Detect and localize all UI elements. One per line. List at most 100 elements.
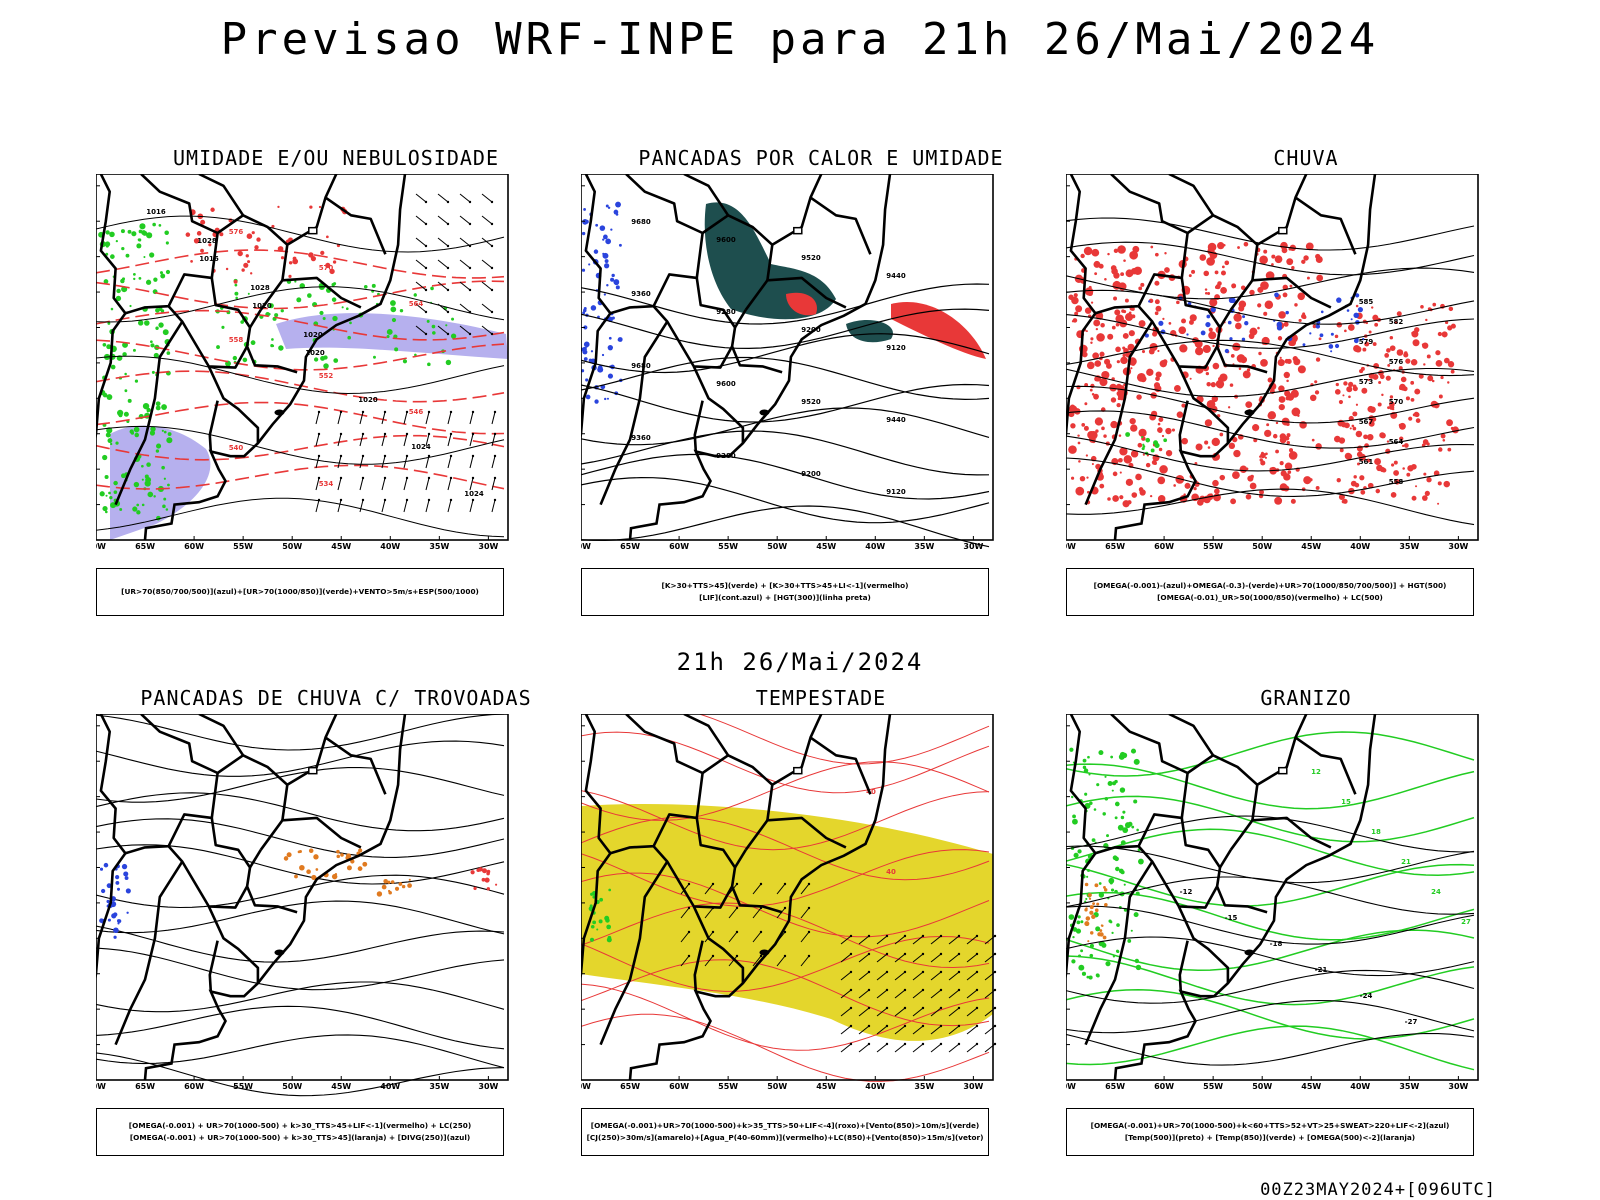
wind-vector — [415, 281, 427, 291]
rain-area-dot — [1091, 248, 1100, 257]
green-humidity-dot — [145, 476, 152, 483]
wind-vector — [894, 989, 906, 999]
temperature-label: -15 — [1225, 914, 1238, 922]
wind-vector — [425, 411, 430, 425]
rain-area-dot — [1390, 492, 1397, 498]
wind-vector-head — [993, 1024, 997, 1028]
panel-title: GRANIZO — [1260, 686, 1352, 710]
rain-area-dot — [1158, 417, 1164, 422]
height-label: 558 — [1389, 478, 1404, 486]
temp850-line — [1066, 955, 1475, 1006]
wind-vector — [459, 281, 471, 291]
green-humidity-dot — [235, 296, 238, 300]
geopotential-line — [581, 476, 990, 524]
wind-vector — [447, 477, 452, 491]
lon-label: 55W — [1203, 1082, 1223, 1091]
rain-area-dot — [1070, 423, 1076, 429]
green-temp-dot — [1084, 900, 1087, 903]
omega-blue-dot — [1210, 306, 1216, 313]
rain-area-dot — [1090, 341, 1093, 344]
rain-area-dot — [1423, 472, 1427, 476]
rain-area-dot — [1217, 381, 1224, 389]
rain-area-dot — [1315, 485, 1320, 490]
green-humidity-dot — [127, 229, 132, 234]
wind-vector-head — [317, 476, 321, 480]
divergence-dot — [116, 887, 121, 891]
omega-orange-dot — [1087, 940, 1090, 943]
rain-area-dot — [1204, 440, 1209, 445]
wind-vector-head — [975, 1024, 979, 1028]
rain-area-dot — [1415, 485, 1418, 488]
omega-blue-dot — [1353, 338, 1359, 344]
state-border — [730, 345, 783, 374]
lon-label: 35W — [914, 542, 934, 551]
humidity-area — [276, 313, 508, 359]
wind-vector — [948, 953, 960, 963]
rain-area-dot — [1356, 462, 1360, 466]
wind-vector-head — [867, 1024, 871, 1028]
state-border — [248, 309, 262, 329]
rain-area-dot — [1121, 309, 1125, 313]
lif-contour-dot — [603, 293, 606, 296]
red-instability-dot — [484, 877, 490, 883]
omega-blue-dot — [1228, 297, 1235, 304]
rain-area-dot — [1394, 321, 1398, 324]
wind-vector-head — [687, 906, 691, 910]
rain-area-dot — [1072, 318, 1078, 323]
rain-area-dot — [1075, 486, 1085, 496]
omega-green-dot — [1153, 440, 1159, 446]
temperature-label: -21 — [1315, 966, 1328, 974]
streamline — [96, 874, 505, 909]
rain-area-dot — [1410, 380, 1415, 385]
rain-area-dot — [1211, 437, 1220, 447]
rain-area-dot — [1206, 257, 1215, 266]
divergence-dot — [117, 922, 120, 925]
red-contour-dot — [243, 262, 249, 268]
federal-district-mark — [1278, 766, 1288, 775]
state-border — [581, 852, 612, 982]
thickness-label: 540 — [229, 444, 244, 452]
green-humidity-dot — [320, 355, 326, 361]
rain-area-dot — [1086, 476, 1089, 479]
green-humidity-dot — [123, 411, 129, 417]
green-humidity-dot — [445, 324, 448, 327]
rain-area-dot — [1363, 434, 1368, 440]
lif-contour-dot — [610, 228, 613, 231]
rain-area-dot — [1301, 259, 1306, 264]
rain-area-dot — [1443, 357, 1450, 364]
height-contour — [1066, 267, 1475, 300]
rain-area-dot — [1279, 483, 1288, 492]
green-humidity-dot — [144, 320, 150, 326]
rain-area-dot — [1101, 370, 1110, 380]
height-label: 585 — [1359, 298, 1374, 306]
wind-vector-head — [427, 454, 431, 458]
rain-area-dot — [1339, 448, 1344, 453]
rain-area-dot — [1379, 432, 1386, 439]
streamline-850 — [581, 983, 990, 1051]
rain-area-dot — [1303, 476, 1312, 485]
wind-vector-head — [490, 222, 494, 226]
green-temp-dot — [1078, 964, 1085, 971]
rain-area-dot — [1179, 344, 1188, 353]
omega-blue-dot — [1144, 333, 1149, 338]
green-humidity-dot — [124, 389, 128, 393]
height-contour — [1066, 314, 1475, 349]
green-humidity-dot — [137, 320, 144, 326]
legend-box: [OMEGA(-0.001)-(azul)+OMEGA(-0.3)-(verde… — [1066, 568, 1474, 616]
rain-area-dot — [1079, 475, 1086, 482]
green-humidity-dot — [130, 431, 135, 435]
rain-area-dot — [1157, 422, 1161, 426]
map-chuva: 58558257957657357056756456155812S15S18S2… — [1066, 174, 1479, 551]
rain-area-dot — [1210, 381, 1216, 388]
green-humidity-dot — [150, 426, 156, 432]
rain-area-dot — [1119, 495, 1124, 500]
rain-area-dot — [1220, 270, 1226, 276]
wind-vector-head — [807, 882, 811, 886]
rain-area-dot — [1375, 488, 1381, 494]
green-humidity-dot — [143, 256, 146, 259]
wind-green-dot — [590, 924, 595, 929]
state-border — [248, 849, 262, 869]
wind-vector-head — [424, 266, 428, 270]
lon-label: 65W — [1105, 1082, 1125, 1091]
omega-blue-dot — [1334, 343, 1340, 349]
